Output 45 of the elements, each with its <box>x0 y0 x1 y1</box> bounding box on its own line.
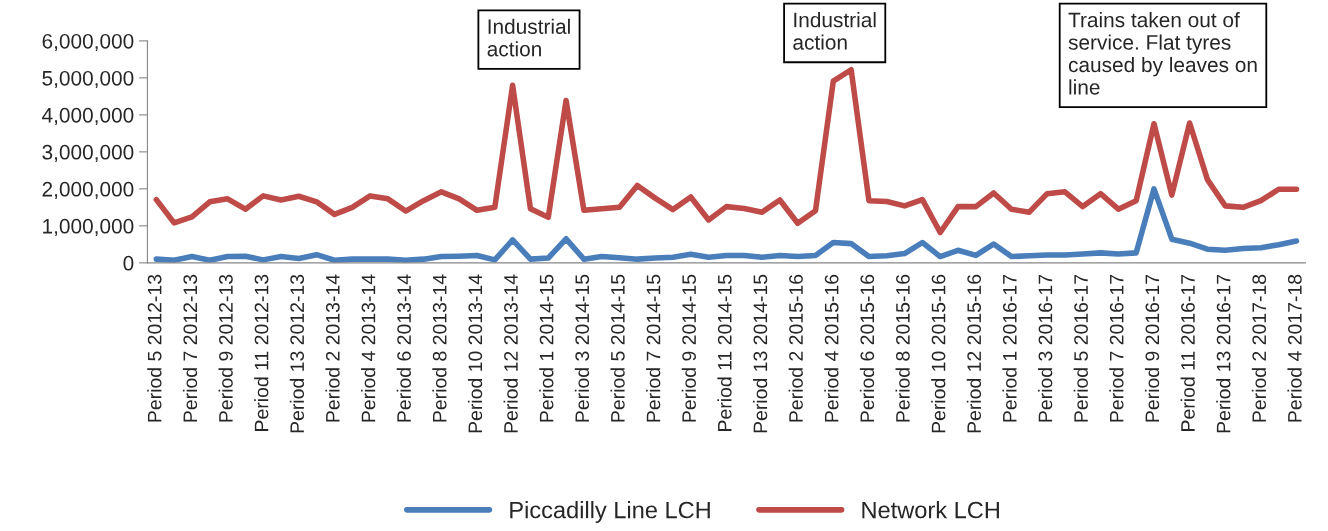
x-tick-label: Period 5 2014-15 <box>610 274 625 422</box>
x-tick-label: Period 3 2016-17 <box>1038 274 1053 422</box>
y-tick-label: 4,000,000 <box>42 107 134 126</box>
x-tick-label: Period 4 2013-14 <box>361 274 376 422</box>
x-tick-label: Period 1 2014-15 <box>539 274 554 422</box>
annotation: Industrial action <box>487 18 570 57</box>
y-tick-label: 6,000,000 <box>42 33 134 52</box>
x-tick-label: Period 12 2013-14 <box>503 274 518 433</box>
x-tick-label: Period 7 2012-13 <box>182 274 198 422</box>
legend-label: Piccadilly Line LCH <box>510 501 710 524</box>
y-tick-label: 2,000,000 <box>42 181 134 200</box>
x-tick-label: Period 2 2013-14 <box>325 274 340 422</box>
x-tick-label: Period 9 2016-17 <box>1144 274 1160 422</box>
x-tick-label: Period 3 2014-15 <box>574 274 590 422</box>
x-tick-label: Period 4 2015-16 <box>824 274 839 422</box>
x-tick-label: Period 1 2016-17 <box>1002 274 1017 422</box>
x-tick-label: Period 10 2013-14 <box>467 274 483 433</box>
y-tick-label: 5,000,000 <box>42 70 134 89</box>
x-tick-label: Period 7 2014-15 <box>646 274 661 422</box>
y-tick-label: 3,000,000 <box>42 144 134 163</box>
x-tick-label: Period 7 2016-17 <box>1109 274 1124 422</box>
x-tick-label: Period 6 2015-16 <box>859 274 875 422</box>
x-tick-label: Period 8 2013-14 <box>432 274 447 422</box>
x-tick-label: Period 9 2012-13 <box>218 274 233 422</box>
x-tick-label: Period 12 2015-16 <box>966 274 982 433</box>
x-tick-label: Period 9 2014-15 <box>681 274 696 422</box>
annotation: Trains taken out of service. Flat tyres caused by leaves on line <box>1068 12 1257 95</box>
x-tick-label: Period 13 2016-17 <box>1216 274 1231 433</box>
x-tick-label: Period 8 2015-16 <box>895 274 910 422</box>
x-tick-label: Period 6 2013-14 <box>396 274 411 422</box>
x-tick-label: Period 5 2012-13 <box>147 274 162 422</box>
x-tick-label: Period 11 2014-15 <box>717 274 732 431</box>
x-tick-label: Period 13 2014-15 <box>752 274 768 433</box>
x-tick-label: Period 2 2015-16 <box>788 274 803 422</box>
x-tick-label: Period 4 2017-18 <box>1287 274 1302 422</box>
legend-label: Network LCH <box>862 501 999 519</box>
x-tick-label: Period 2 2017-18 <box>1251 274 1267 422</box>
x-tick-label: Period 10 2015-16 <box>931 274 946 433</box>
x-tick-label: Period 11 2012-13 <box>254 274 269 431</box>
annotation: Industrial action <box>793 12 876 50</box>
y-tick-label: 0 <box>123 255 134 271</box>
x-tick-label: Period 5 2016-17 <box>1073 274 1088 422</box>
x-tick-label: Period 13 2012-13 <box>289 274 305 433</box>
y-tick-label: 1,000,000 <box>43 218 134 237</box>
x-tick-label: Period 11 2016-17 <box>1180 274 1195 431</box>
